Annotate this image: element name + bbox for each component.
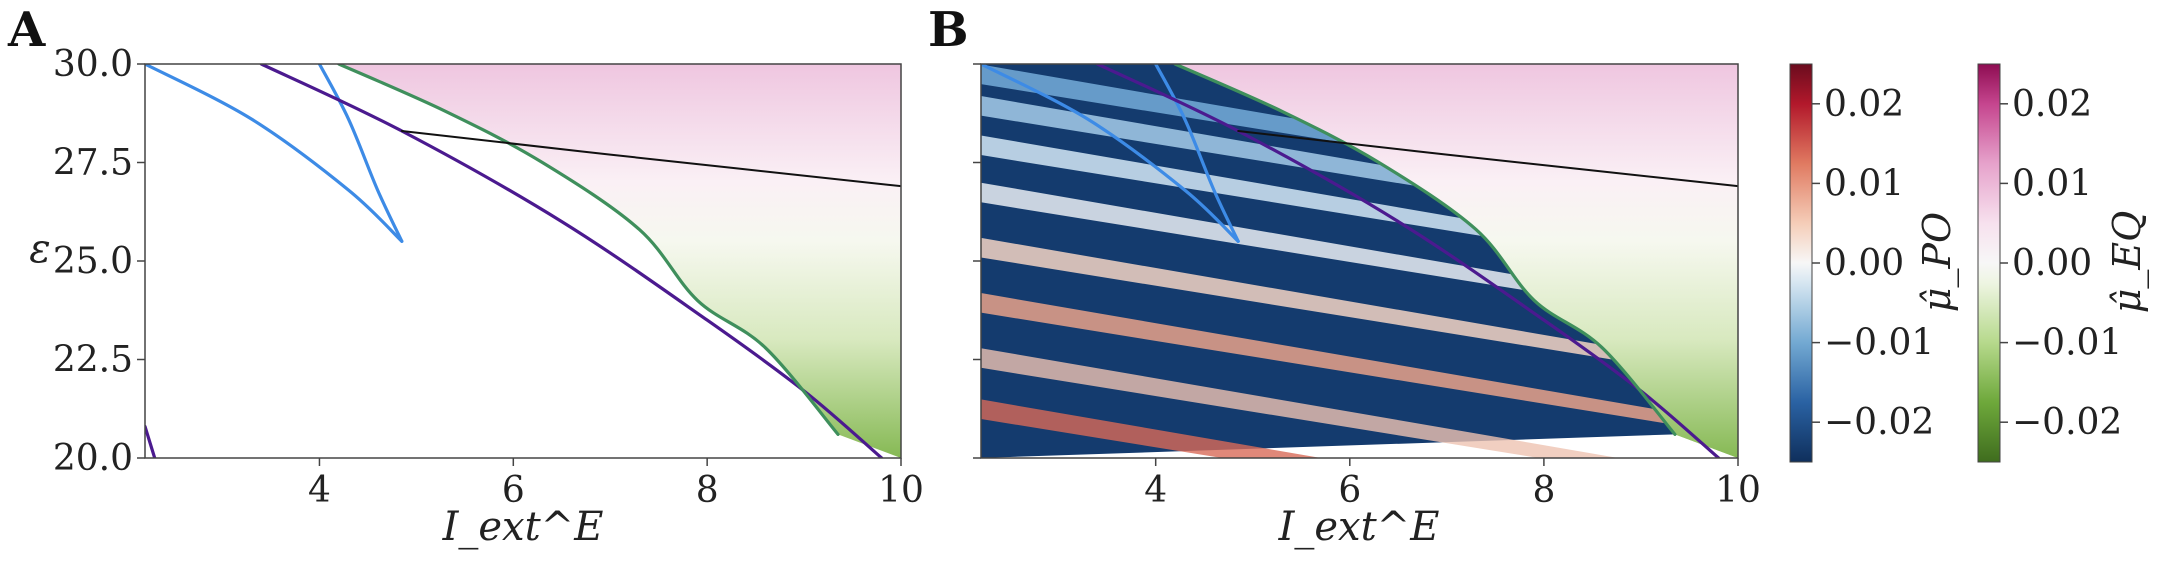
black-curve [400,129,901,188]
po-stripe [981,237,1700,374]
black-curve [1237,129,1738,188]
ticks-b: 4 6 8 10 [973,63,1761,511]
colorbar-tick-label: 0.02 [2012,84,2092,125]
panel-b-letter: B [928,2,969,58]
x-tick-label: 4 [1144,470,1167,511]
blue-curve [1154,64,1240,243]
colorbar-tick-label: 0.00 [2012,243,2092,284]
x-axis-label-a: I_ext^E [442,504,604,550]
eq-region-b-overlay [1175,64,1738,458]
colorbar-po-label: μ̂_PO [1915,212,1960,312]
po-stripe [981,293,1700,429]
colorbar-po: 0.02 0.01 0.00 −0.01 −0.02 μ̂_PO [1789,63,1960,463]
y-tick-label: 30.0 [53,44,133,85]
eq-region-a [338,64,901,458]
y-tick-label: 27.5 [53,143,133,184]
panel-a-letter: A [7,2,46,58]
blue-curve [145,64,404,243]
x-tick-label: 10 [1715,470,1761,511]
blue-curve [981,64,1240,243]
x-tick-label: 8 [696,470,719,511]
y-tick-label: 25.0 [53,241,133,282]
y-tick-label: 22.5 [53,340,133,381]
colorbar-eq-bar [1977,63,2001,463]
colorbar-eq-ticks: 0.02 0.01 0.00 −0.01 −0.02 [2000,84,2122,443]
blue-curve [317,64,404,243]
colorbar-tick-label: 0.01 [2012,163,2092,204]
panel-a: 4 6 8 10 30.0 27.5 25.0 22.5 20.0 ε I_ext^E [29,44,924,550]
x-axis-label-b: I_ext^E [1278,504,1440,550]
colorbar-tick-label: 0.01 [1824,163,1904,204]
colorbar-tick-label: 0.00 [1824,243,1904,284]
colorbar-eq: 0.02 0.01 0.00 −0.01 −0.02 μ̂_EQ [1977,63,2150,463]
x-tick-label: 4 [308,470,331,511]
x-tick-label: 10 [878,470,924,511]
curves-b [981,64,1738,458]
colorbar-po-ticks: 0.02 0.01 0.00 −0.01 −0.02 [1812,84,1934,443]
curves-a [145,64,901,458]
green-curve [1173,64,1677,436]
po-region-b [981,64,1675,458]
x-tick-label: 6 [1338,470,1361,511]
purple-curve [145,424,157,458]
green-curve [337,64,840,436]
colorbar-eq-label: μ̂_EQ [2105,211,2150,314]
colorbar-tick-label: −0.01 [2012,323,2122,364]
y-tick-label: 20.0 [53,438,133,479]
colorbar-tick-label: −0.02 [1824,402,1934,443]
x-tick-label: 8 [1532,470,1555,511]
colorbar-po-bar [1789,63,1813,463]
colorbar-tick-label: −0.01 [1824,323,1934,364]
panel-b: 4 6 8 10 I_ext^E [973,63,1761,550]
po-stripe [981,399,1321,458]
ticks-a: 4 6 8 10 30.0 27.5 25.0 22.5 20.0 [53,44,924,511]
colorbar-tick-label: −0.02 [2012,402,2122,443]
colorbar-tick-label: 0.02 [1824,84,1904,125]
x-tick-label: 6 [502,470,525,511]
y-axis-label-a: ε [29,226,50,272]
